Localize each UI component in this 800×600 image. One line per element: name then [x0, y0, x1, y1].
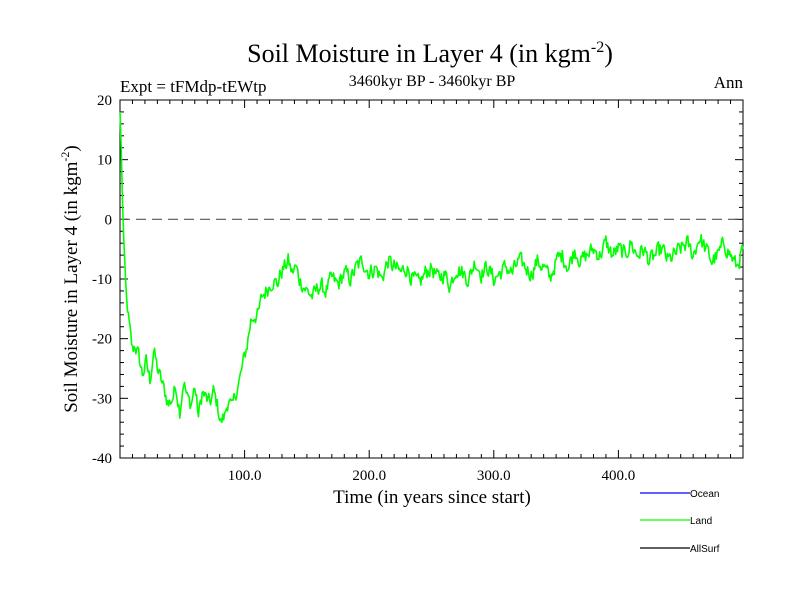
- x-axis-label: Time (in years since start): [333, 487, 531, 508]
- plot-area: [119, 99, 744, 459]
- legend-label-ocean: Ocean: [690, 489, 719, 500]
- y-tick-label: 0: [105, 212, 113, 228]
- chart-title-close: ): [604, 39, 613, 68]
- period-label: 3460kyr BP - 3460kyr BP: [349, 73, 516, 90]
- y-tick-label: -30: [92, 391, 112, 407]
- experiment-label: Expt = tFMdp-tEWtp: [120, 77, 267, 96]
- y-tick-label: 10: [97, 153, 112, 169]
- x-tick-label: 200.0: [352, 468, 386, 484]
- x-tick-label: 400.0: [602, 468, 636, 484]
- y-tick-label: -10: [92, 272, 112, 288]
- y-tick-label: -20: [92, 332, 112, 348]
- data-series: [119, 111, 744, 424]
- chart-title: Soil Moisture in Layer 4 (in kgm-2): [247, 39, 613, 68]
- legend: Ocean Land AllSurf: [640, 489, 720, 555]
- season-label: Ann: [714, 73, 744, 92]
- y-tick-label: -40: [92, 451, 112, 467]
- x-tick-label: 300.0: [477, 468, 511, 484]
- series-line-land: [119, 111, 744, 424]
- x-tick-label: 100.0: [228, 468, 262, 484]
- y-axis-label-close: ): [61, 145, 82, 151]
- chart-title-superscript: -2: [591, 39, 604, 56]
- axis-ticks: 100.0 200.0 300.0 400.0 20 10 0 -10 -20 -30 -40: [92, 93, 743, 484]
- y-axis-label: Soil Moisture in Layer 4 (in kgm-2): [58, 145, 82, 413]
- y-axis-label-superscript: -2: [58, 152, 72, 162]
- y-tick-label: 20: [97, 93, 112, 109]
- legend-label-land: Land: [690, 516, 712, 527]
- legend-label-allsurf: AllSurf: [690, 544, 720, 555]
